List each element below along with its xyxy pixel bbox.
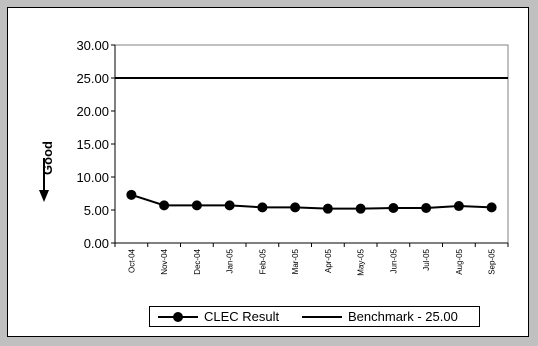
x-axis: Oct-04 Nov-04 Dec-04 Jan-05 Feb-05 Mar-05 Apr-… [114,242,509,276]
x-tick-label: Dec-04 [193,248,202,274]
data-point [191,200,202,211]
x-tick-label: Nov-04 [160,248,169,274]
y-axis-label: Good [40,141,55,175]
series-clec-result [126,189,497,214]
data-point [355,203,366,214]
y-tick-label: 10.00 [76,170,109,185]
x-tick-label: Jan-05 [226,248,235,273]
x-tick-label: Apr-05 [324,248,333,273]
data-point [421,203,432,214]
data-point [322,203,333,214]
data-point [126,189,137,200]
y-tick-label: 0.00 [84,236,109,251]
chart-svg: 0.00 5.00 10.00 15.00 20.00 25.00 30.00 Oct-04… [39,38,509,276]
legend-item-clec-result: CLEC Result [156,309,306,325]
data-point [224,200,235,211]
x-tick-label: Jun-05 [389,248,398,273]
data-point [453,201,464,212]
chart-area: 0.00 5.00 10.00 15.00 20.00 25.00 30.00 Oct-04… [7,7,529,337]
x-tick-label: Oct-04 [127,248,136,273]
x-tick-label: Jul-05 [422,248,431,270]
y-tick-label: 30.00 [76,38,109,53]
legend-marker-benchmark-icon [302,316,342,318]
x-tick-label: Feb-05 [258,248,267,274]
y-tick-label: 20.00 [76,104,109,119]
plot-area [114,44,509,244]
data-point [486,202,497,213]
good-arrow-head [39,190,49,202]
legend: CLEC Result Benchmark - 25.00 [149,306,480,327]
x-tick-label: May-05 [357,248,366,275]
series-line [131,193,492,210]
legend-item-benchmark: Benchmark - 25.00 [300,309,480,325]
y-axis-label-group: Good [39,141,55,202]
data-point [290,202,301,213]
y-tick-label: 5.00 [84,203,109,218]
legend-label-clec-result: CLEC Result [204,309,280,324]
x-tick-label: Aug-05 [455,248,464,274]
data-point [257,202,268,213]
y-tick-label: 25.00 [76,71,109,86]
legend-label-benchmark: Benchmark - 25.00 [348,309,458,324]
x-tick-label: Mar-05 [291,248,300,274]
series-layer [115,77,508,214]
data-point [388,203,399,214]
y-axis: 0.00 5.00 10.00 15.00 20.00 25.00 30.00 [76,38,116,251]
y-tick-label: 15.00 [76,137,109,152]
x-tick-label: Sep-05 [488,248,497,274]
data-point [159,200,170,211]
legend-marker-clec-icon [158,312,198,322]
